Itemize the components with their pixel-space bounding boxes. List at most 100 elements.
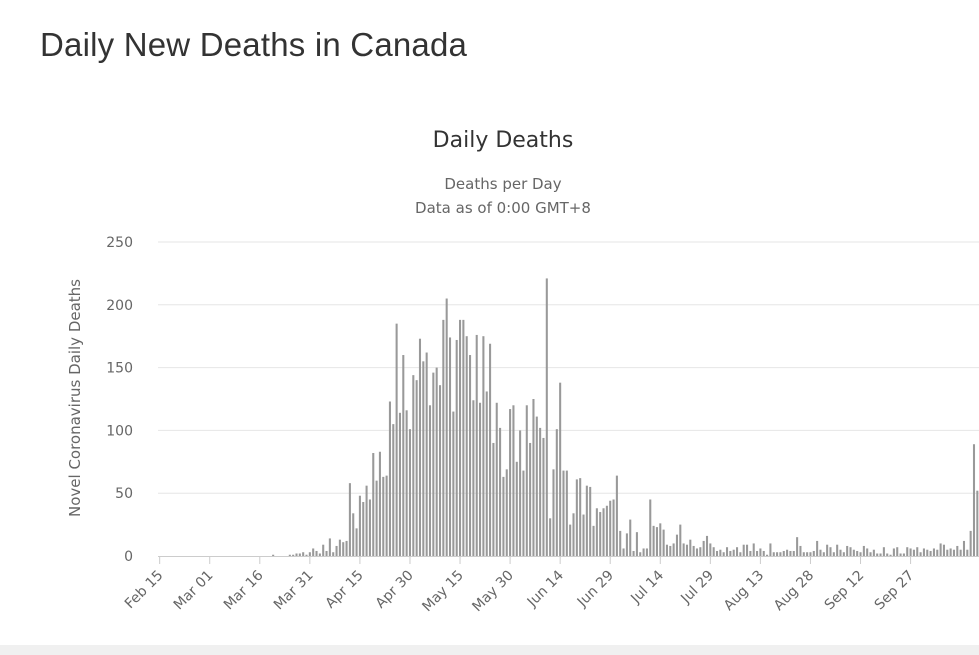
- bar[interactable]: [505, 469, 508, 556]
- bar[interactable]: [585, 485, 588, 556]
- bar[interactable]: [472, 400, 475, 556]
- bar[interactable]: [889, 554, 892, 556]
- bar[interactable]: [649, 499, 652, 556]
- bar[interactable]: [402, 355, 405, 556]
- bar[interactable]: [642, 548, 645, 556]
- bar[interactable]: [552, 469, 555, 556]
- bar[interactable]: [736, 547, 739, 556]
- bar[interactable]: [942, 544, 945, 556]
- bar[interactable]: [298, 553, 301, 556]
- bar[interactable]: [368, 499, 371, 556]
- bar[interactable]: [352, 513, 355, 556]
- bar[interactable]: [839, 549, 842, 556]
- bar[interactable]: [859, 552, 862, 556]
- bar[interactable]: [946, 549, 949, 556]
- bar[interactable]: [789, 550, 792, 556]
- bar[interactable]: [445, 298, 448, 556]
- bar[interactable]: [882, 547, 885, 556]
- bar[interactable]: [532, 399, 535, 556]
- bar[interactable]: [625, 533, 628, 556]
- bar[interactable]: [575, 479, 578, 556]
- bar[interactable]: [465, 336, 468, 556]
- bar[interactable]: [829, 547, 832, 556]
- bar[interactable]: [582, 514, 585, 556]
- bar[interactable]: [489, 343, 492, 556]
- bar[interactable]: [932, 548, 935, 556]
- bar[interactable]: [322, 544, 325, 556]
- bar[interactable]: [555, 429, 558, 556]
- bar[interactable]: [408, 429, 412, 556]
- bar[interactable]: [475, 334, 478, 556]
- bar[interactable]: [452, 411, 455, 556]
- bar[interactable]: [866, 548, 869, 556]
- bar[interactable]: [342, 542, 345, 556]
- bar[interactable]: [459, 319, 462, 556]
- bar[interactable]: [659, 523, 662, 556]
- bar[interactable]: [906, 547, 909, 556]
- bar[interactable]: [709, 543, 712, 556]
- bar[interactable]: [479, 402, 482, 556]
- bar[interactable]: [832, 552, 835, 556]
- bar[interactable]: [782, 550, 785, 556]
- bar[interactable]: [492, 442, 495, 556]
- bar[interactable]: [812, 550, 815, 556]
- bar[interactable]: [779, 552, 782, 556]
- bar[interactable]: [325, 550, 328, 556]
- bar[interactable]: [796, 537, 799, 556]
- bar[interactable]: [312, 548, 315, 556]
- bar[interactable]: [499, 427, 502, 556]
- bar[interactable]: [288, 554, 291, 556]
- bar[interactable]: [308, 552, 311, 556]
- bar[interactable]: [685, 544, 689, 556]
- bar[interactable]: [512, 405, 515, 556]
- bar[interactable]: [872, 549, 875, 556]
- bar[interactable]: [806, 552, 809, 556]
- bar[interactable]: [375, 480, 378, 556]
- bar[interactable]: [355, 528, 358, 556]
- bar[interactable]: [769, 543, 772, 556]
- bar[interactable]: [922, 548, 925, 556]
- bar[interactable]: [559, 382, 562, 556]
- bar[interactable]: [502, 476, 505, 556]
- bar[interactable]: [432, 372, 435, 556]
- bar[interactable]: [672, 543, 675, 556]
- bar[interactable]: [682, 543, 685, 556]
- bar[interactable]: [482, 336, 485, 556]
- bar[interactable]: [345, 540, 348, 556]
- bar[interactable]: [749, 550, 752, 556]
- bar[interactable]: [565, 470, 568, 556]
- bar[interactable]: [956, 545, 959, 556]
- bar[interactable]: [632, 550, 635, 556]
- bar[interactable]: [792, 550, 795, 556]
- bar[interactable]: [595, 508, 598, 556]
- bar[interactable]: [846, 545, 849, 556]
- bar[interactable]: [819, 549, 822, 556]
- bar[interactable]: [605, 505, 608, 556]
- bar[interactable]: [972, 444, 976, 556]
- bar[interactable]: [358, 495, 361, 556]
- bar[interactable]: [509, 409, 512, 556]
- bar[interactable]: [976, 490, 979, 556]
- bar[interactable]: [362, 501, 365, 556]
- bar[interactable]: [689, 539, 692, 556]
- bar[interactable]: [762, 550, 765, 556]
- bar[interactable]: [418, 338, 422, 556]
- bar[interactable]: [335, 545, 338, 556]
- bar[interactable]: [515, 461, 518, 556]
- bar[interactable]: [719, 549, 722, 556]
- bar[interactable]: [569, 524, 572, 556]
- bar[interactable]: [609, 500, 612, 556]
- bar[interactable]: [752, 543, 755, 556]
- bar[interactable]: [295, 553, 298, 556]
- bar[interactable]: [592, 525, 595, 556]
- bar[interactable]: [712, 547, 715, 556]
- bar[interactable]: [896, 547, 899, 556]
- bar[interactable]: [869, 552, 872, 556]
- bar[interactable]: [395, 323, 398, 556]
- bar[interactable]: [729, 550, 732, 556]
- bar[interactable]: [615, 475, 618, 556]
- bar[interactable]: [919, 552, 922, 556]
- bar[interactable]: [746, 544, 749, 556]
- bar[interactable]: [589, 486, 592, 556]
- bar[interactable]: [549, 518, 552, 556]
